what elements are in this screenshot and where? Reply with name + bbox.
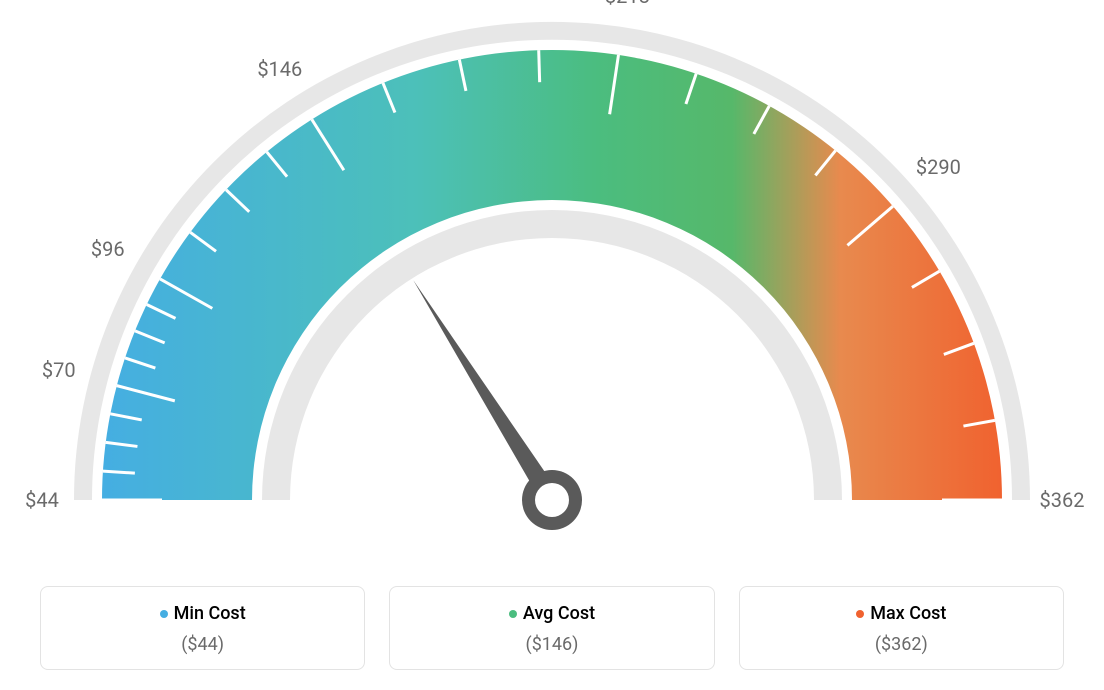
- legend-card-avg: Avg Cost ($146): [389, 586, 714, 670]
- gauge-tick-label: $146: [257, 57, 302, 81]
- gauge-tick-label: $290: [916, 155, 961, 179]
- legend-title-avg: Avg Cost: [400, 603, 703, 624]
- legend-label-min: Min Cost: [174, 603, 246, 624]
- gauge-tick-label: $362: [1040, 488, 1085, 512]
- cost-gauge-infographic: $44 $70 $96 $146 $218 $290 $362 Min Cost ($44)…: [0, 0, 1104, 690]
- legend-card-max: Max Cost ($362): [739, 586, 1064, 670]
- legend-label-max: Max Cost: [870, 603, 946, 624]
- gauge-tick-label: $44: [25, 488, 59, 512]
- legend-value-min: ($44): [51, 634, 354, 655]
- legend-dot-max: [856, 610, 864, 618]
- legend-value-avg: ($146): [400, 634, 703, 655]
- gauge-tick-label: $96: [91, 237, 125, 261]
- gauge-svg: [0, 0, 1104, 560]
- legend-row: Min Cost ($44) Avg Cost ($146) Max Cost …: [0, 586, 1104, 670]
- legend-label-avg: Avg Cost: [523, 603, 595, 624]
- legend-value-max: ($362): [750, 634, 1053, 655]
- legend-title-min: Min Cost: [51, 603, 354, 624]
- legend-title-max: Max Cost: [750, 603, 1053, 624]
- gauge-area: $44 $70 $96 $146 $218 $290 $362: [0, 0, 1104, 560]
- legend-card-min: Min Cost ($44): [40, 586, 365, 670]
- gauge-tick-label: $218: [605, 0, 650, 8]
- legend-dot-avg: [509, 610, 517, 618]
- gauge-tick-label: $70: [42, 358, 76, 382]
- legend-dot-min: [160, 610, 168, 618]
